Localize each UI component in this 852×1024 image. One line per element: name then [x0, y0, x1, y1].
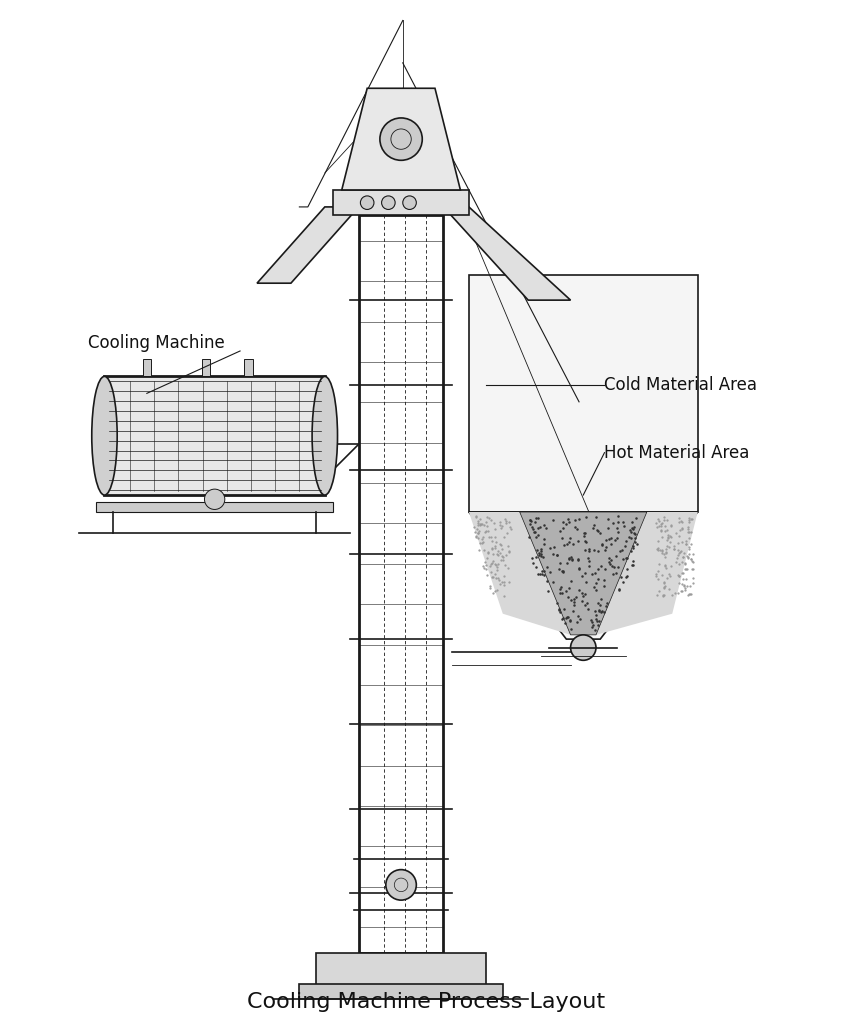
Text: Cooling Machine: Cooling Machine	[88, 334, 224, 351]
Ellipse shape	[312, 377, 337, 495]
Bar	[469, 274, 697, 512]
Polygon shape	[469, 512, 570, 635]
Polygon shape	[596, 512, 697, 635]
Bar	[359, 215, 443, 952]
Circle shape	[402, 196, 416, 210]
Bar	[96, 502, 333, 512]
Circle shape	[381, 196, 394, 210]
Bar	[202, 359, 210, 377]
Bar	[316, 952, 486, 986]
Polygon shape	[443, 207, 570, 300]
Ellipse shape	[92, 377, 117, 495]
Polygon shape	[519, 512, 646, 635]
Circle shape	[385, 869, 416, 900]
Circle shape	[379, 118, 422, 161]
Text: Hot Material Area: Hot Material Area	[604, 443, 749, 462]
Circle shape	[570, 635, 596, 660]
Polygon shape	[256, 207, 359, 284]
Polygon shape	[469, 512, 697, 639]
Polygon shape	[342, 88, 460, 190]
Text: Cooling Machine Process Layout: Cooling Machine Process Layout	[247, 992, 605, 1012]
Bar	[142, 359, 151, 377]
Bar	[244, 359, 252, 377]
Bar	[104, 377, 325, 495]
Bar	[333, 190, 469, 215]
Bar	[299, 984, 502, 999]
Text: Cold Material Area: Cold Material Area	[604, 376, 757, 394]
Circle shape	[204, 489, 225, 510]
Circle shape	[360, 196, 373, 210]
